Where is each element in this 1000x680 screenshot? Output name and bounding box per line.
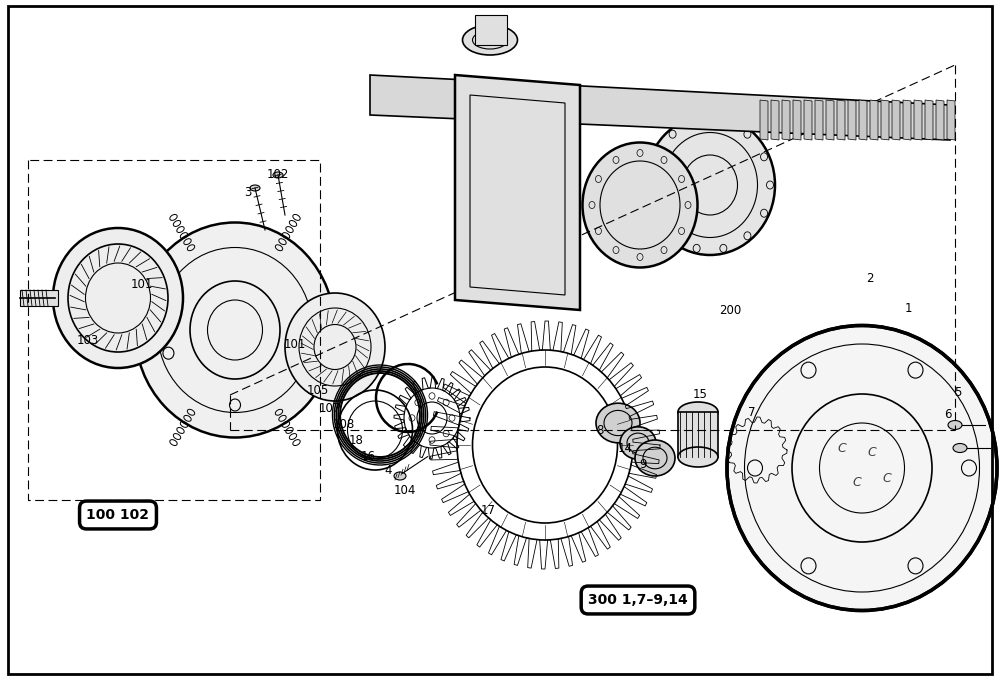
Polygon shape xyxy=(370,75,950,140)
Text: C: C xyxy=(883,471,891,484)
Text: C: C xyxy=(853,477,861,490)
Polygon shape xyxy=(936,100,944,140)
Ellipse shape xyxy=(678,402,718,422)
Ellipse shape xyxy=(953,443,967,452)
Text: 107: 107 xyxy=(319,401,341,415)
Text: 105: 105 xyxy=(307,384,329,396)
Polygon shape xyxy=(848,100,856,140)
Ellipse shape xyxy=(250,185,260,191)
Text: 5: 5 xyxy=(954,386,962,398)
Polygon shape xyxy=(947,100,955,140)
Text: 15: 15 xyxy=(693,388,707,401)
Ellipse shape xyxy=(394,472,406,480)
Ellipse shape xyxy=(582,143,698,267)
Polygon shape xyxy=(837,100,845,140)
Ellipse shape xyxy=(285,293,385,401)
Ellipse shape xyxy=(462,25,518,55)
Text: 4: 4 xyxy=(384,464,392,477)
Polygon shape xyxy=(903,100,911,140)
Text: 8: 8 xyxy=(596,424,604,437)
Ellipse shape xyxy=(135,222,335,437)
Text: 101: 101 xyxy=(131,279,153,292)
Polygon shape xyxy=(881,100,889,140)
Text: 3: 3 xyxy=(244,186,252,199)
Ellipse shape xyxy=(273,172,283,178)
Text: 14: 14 xyxy=(618,441,633,454)
Bar xyxy=(20,290,58,306)
Text: 200: 200 xyxy=(719,303,741,316)
Ellipse shape xyxy=(596,403,640,443)
Text: 101: 101 xyxy=(284,339,306,352)
Text: C: C xyxy=(868,447,876,460)
Text: 103: 103 xyxy=(77,333,99,347)
Text: 16: 16 xyxy=(360,449,376,462)
Text: 17: 17 xyxy=(480,503,496,517)
Polygon shape xyxy=(815,100,823,140)
Polygon shape xyxy=(859,100,867,140)
Ellipse shape xyxy=(678,447,718,467)
Text: 6: 6 xyxy=(944,409,952,422)
Polygon shape xyxy=(925,100,933,140)
Text: C: C xyxy=(838,441,846,454)
Text: 2: 2 xyxy=(866,271,874,284)
Text: 18: 18 xyxy=(349,434,363,447)
Ellipse shape xyxy=(620,427,656,459)
Text: 300 1,7–9,14: 300 1,7–9,14 xyxy=(588,593,688,607)
Polygon shape xyxy=(892,100,900,140)
Text: 108: 108 xyxy=(333,418,355,432)
Text: 9: 9 xyxy=(639,458,647,471)
Ellipse shape xyxy=(731,417,783,473)
Ellipse shape xyxy=(495,167,545,222)
Ellipse shape xyxy=(504,263,516,277)
Polygon shape xyxy=(760,100,768,140)
Ellipse shape xyxy=(510,184,530,206)
Polygon shape xyxy=(782,100,790,140)
Ellipse shape xyxy=(727,326,997,611)
Text: 7: 7 xyxy=(748,405,756,418)
Polygon shape xyxy=(793,100,801,140)
Text: 102: 102 xyxy=(267,169,289,182)
Polygon shape xyxy=(870,100,878,140)
Ellipse shape xyxy=(480,152,560,237)
Text: 100 102: 100 102 xyxy=(87,508,150,522)
Polygon shape xyxy=(455,75,580,310)
Bar xyxy=(678,412,718,457)
Bar xyxy=(475,15,507,45)
Polygon shape xyxy=(771,100,779,140)
Ellipse shape xyxy=(645,115,775,255)
Ellipse shape xyxy=(53,228,183,368)
Polygon shape xyxy=(914,100,922,140)
Polygon shape xyxy=(826,100,834,140)
Text: 1: 1 xyxy=(904,301,912,314)
Polygon shape xyxy=(804,100,812,140)
Text: 104: 104 xyxy=(394,483,416,496)
Ellipse shape xyxy=(635,440,675,476)
Ellipse shape xyxy=(948,420,962,430)
